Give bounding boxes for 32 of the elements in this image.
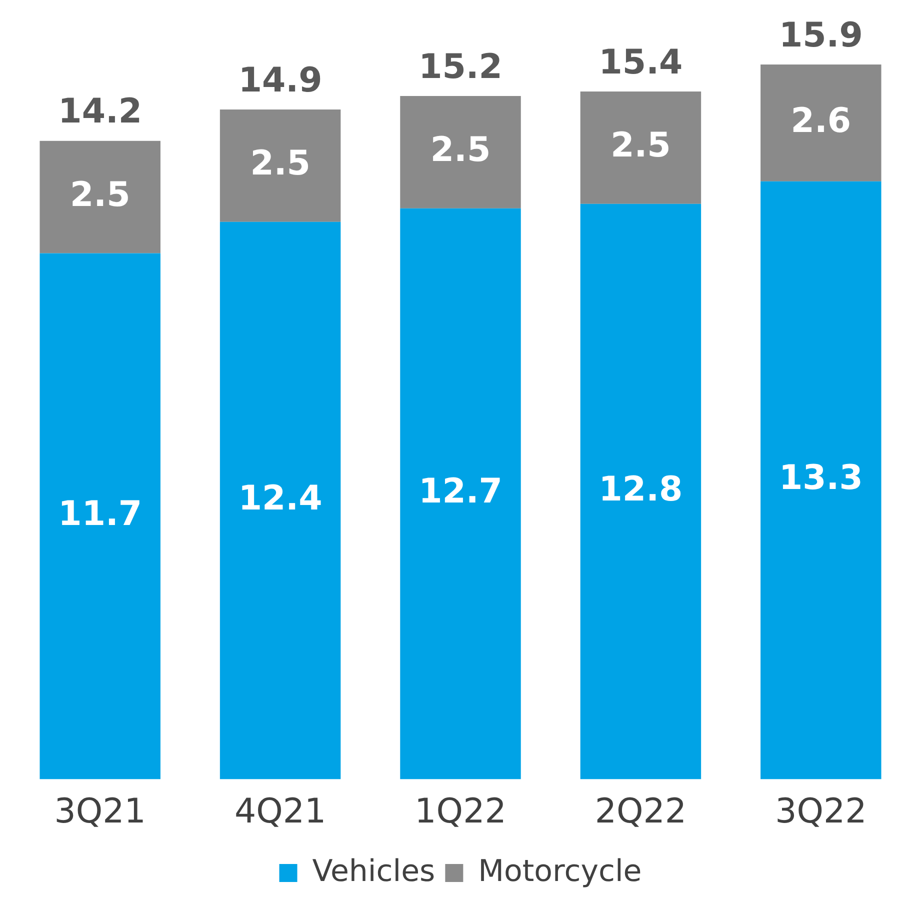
bar: [400, 208, 521, 780]
data-label: 2.6: [790, 100, 852, 141]
bar: [220, 109, 341, 222]
data-label: 2.5: [70, 174, 130, 215]
bar: [400, 96, 521, 208]
data-label: 11.7: [58, 494, 142, 534]
x-tick-label: 4Q21: [234, 791, 326, 832]
total-label: 15.4: [598, 42, 683, 82]
data-label: 12.8: [598, 469, 683, 510]
x-tick-label: 3Q22: [775, 791, 867, 832]
x-tick-label: 2Q22: [594, 791, 687, 832]
data-label: 2.5: [610, 125, 671, 166]
bar: [760, 64, 882, 182]
bar: [220, 222, 341, 780]
x-tick-label: 1Q22: [414, 791, 506, 832]
data-label: 12.7: [418, 472, 502, 512]
total-label: 14.9: [238, 60, 322, 100]
legend-label: Vehicles: [312, 854, 436, 889]
data-label: 2.5: [430, 130, 491, 170]
bar: [760, 181, 882, 780]
data-label: 2.5: [250, 143, 310, 184]
bar: [40, 140, 160, 254]
data-label: 12.4: [238, 478, 322, 518]
data-label: 13.3: [778, 458, 863, 498]
bar: [580, 204, 702, 780]
bar: [40, 253, 160, 780]
x-tick-label: 3Q21: [54, 791, 146, 832]
legend-label: Motorcycle: [478, 854, 642, 889]
total-label: 15.2: [418, 46, 502, 87]
total-label: 14.2: [58, 92, 142, 132]
total-label: 15.9: [778, 15, 863, 56]
bar: [580, 91, 702, 204]
